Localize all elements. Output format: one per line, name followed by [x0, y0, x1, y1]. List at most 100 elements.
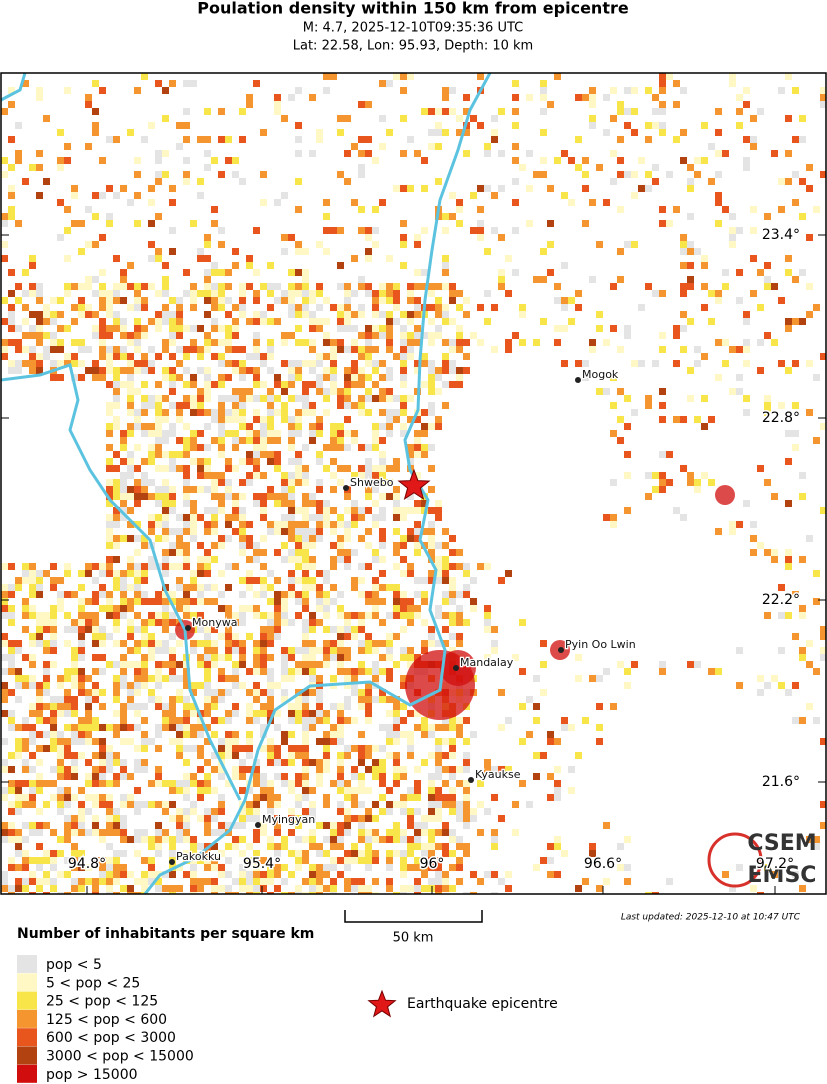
- density-cell: [57, 129, 64, 136]
- density-cell: [183, 402, 190, 409]
- density-cell: [22, 80, 29, 87]
- density-cell: [64, 626, 71, 633]
- density-cell: [99, 339, 106, 346]
- density-cell: [435, 500, 442, 507]
- density-cell: [113, 465, 120, 472]
- density-cell: [204, 864, 211, 871]
- density-cell: [442, 570, 449, 577]
- density-cell: [183, 808, 190, 815]
- density-cell: [134, 878, 141, 885]
- density-cell: [134, 689, 141, 696]
- density-cell: [288, 514, 295, 521]
- density-cell: [239, 178, 246, 185]
- density-cell: [267, 871, 274, 878]
- density-cell: [71, 738, 78, 745]
- density-cell: [253, 591, 260, 598]
- density-cell: [288, 892, 295, 894]
- density-cell: [253, 766, 260, 773]
- density-cell: [365, 227, 372, 234]
- density-cell: [323, 444, 330, 451]
- density-cell: [442, 556, 449, 563]
- density-cell: [162, 409, 169, 416]
- density-cell: [134, 570, 141, 577]
- density-cell: [309, 801, 316, 808]
- density-cell: [134, 892, 141, 894]
- density-cell: [120, 717, 127, 724]
- density-cell: [141, 472, 148, 479]
- density-cell: [463, 787, 470, 794]
- density-cell: [155, 829, 162, 836]
- density-cell: [218, 822, 225, 829]
- density-cell: [225, 745, 232, 752]
- density-cell: [267, 283, 274, 290]
- density-cell: [232, 262, 239, 269]
- density-cell: [120, 773, 127, 780]
- density-cell: [659, 472, 666, 479]
- density-cell: [92, 360, 99, 367]
- density-cell: [1, 563, 8, 570]
- density-cell: [183, 759, 190, 766]
- density-cell: [274, 829, 281, 836]
- density-cell: [785, 836, 792, 843]
- density-cell: [169, 633, 176, 640]
- density-cell: [232, 304, 239, 311]
- density-cell: [99, 794, 106, 801]
- density-cell: [806, 836, 813, 843]
- density-cell: [43, 871, 50, 878]
- density-cell: [211, 556, 218, 563]
- density-cell: [337, 717, 344, 724]
- density-cell: [372, 556, 379, 563]
- density-cell: [442, 402, 449, 409]
- density-cell: [477, 801, 484, 808]
- density-cell: [50, 640, 57, 647]
- density-cell: [680, 465, 687, 472]
- density-cell: [99, 325, 106, 332]
- density-cell: [316, 661, 323, 668]
- density-cell: [204, 857, 211, 864]
- density-cell: [288, 577, 295, 584]
- density-cell: [589, 115, 596, 122]
- density-cell: [211, 472, 218, 479]
- density-cell: [1, 871, 8, 878]
- density-cell: [225, 339, 232, 346]
- density-cell: [386, 80, 393, 87]
- density-cell: [162, 430, 169, 437]
- density-cell: [365, 479, 372, 486]
- density-cell: [792, 87, 799, 94]
- density-cell: [806, 283, 813, 290]
- density-cell: [309, 843, 316, 850]
- density-cell: [99, 633, 106, 640]
- density-cell: [148, 612, 155, 619]
- density-cell: [190, 521, 197, 528]
- density-cell: [302, 542, 309, 549]
- density-cell: [358, 381, 365, 388]
- density-cell: [218, 283, 225, 290]
- density-cell: [358, 612, 365, 619]
- density-cell: [281, 773, 288, 780]
- density-cell: [498, 185, 505, 192]
- density-cell: [442, 829, 449, 836]
- density-cell: [71, 626, 78, 633]
- density-cell: [631, 129, 638, 136]
- density-cell: [596, 311, 603, 318]
- density-cell: [85, 283, 92, 290]
- density-cell: [120, 507, 127, 514]
- density-cell: [29, 360, 36, 367]
- density-cell: [687, 395, 694, 402]
- density-cell: [176, 332, 183, 339]
- density-cell: [148, 598, 155, 605]
- density-cell: [253, 493, 260, 500]
- density-cell: [288, 472, 295, 479]
- density-cell: [267, 388, 274, 395]
- density-cell: [449, 367, 456, 374]
- density-cell: [239, 605, 246, 612]
- density-cell: [29, 871, 36, 878]
- density-cell: [323, 766, 330, 773]
- density-cell: [547, 857, 554, 864]
- density-cell: [701, 122, 708, 129]
- density-cell: [645, 493, 652, 500]
- density-cell: [183, 745, 190, 752]
- density-cell: [92, 640, 99, 647]
- density-cell: [15, 150, 22, 157]
- density-cell: [92, 122, 99, 129]
